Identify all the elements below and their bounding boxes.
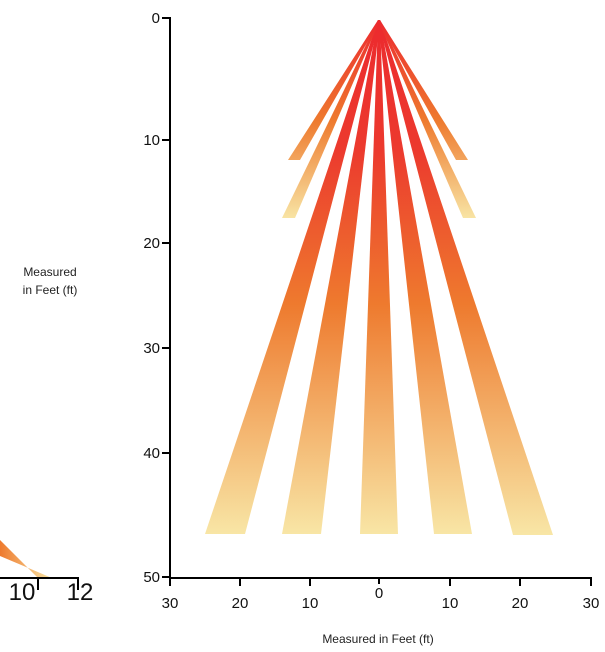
detection-ray [360, 20, 398, 534]
side-label: Measured in Feet (ft) [23, 265, 78, 297]
side-label-line1: Measured [23, 265, 76, 279]
detection-ray [282, 20, 380, 534]
x-tick-label: 10 [302, 595, 319, 612]
detection-ray [205, 20, 380, 534]
x-tick-label: 20 [512, 595, 529, 612]
detection-ray-short [288, 20, 380, 160]
partial-detection-ray [0, 540, 52, 578]
y-tick-label: 50 [143, 569, 160, 586]
y-tick-label: 40 [143, 445, 160, 462]
detection-rays [205, 20, 553, 535]
x-tick-label: 30 [162, 595, 179, 612]
x-tick-label: 20 [232, 595, 249, 612]
detection-ray [378, 20, 472, 534]
x-tick-label: 10 [442, 595, 459, 612]
partial-diagram: 10 12 [0, 540, 93, 606]
partial-tick-label: 12 [67, 579, 94, 606]
y-tick-label: 30 [143, 340, 160, 357]
partial-tick-label: 10 [9, 579, 36, 606]
x-tick-label: 0 [375, 585, 383, 602]
detection-ray-short [282, 20, 380, 218]
x-tick-label: 30 [583, 595, 600, 612]
y-axis: 0 10 20 30 40 50 [143, 10, 171, 586]
detection-ray [378, 20, 553, 535]
side-label-line2: in Feet (ft) [23, 283, 78, 297]
y-tick-label: 0 [152, 10, 160, 27]
detection-ray-short [378, 20, 476, 218]
detection-ray-short [378, 20, 468, 160]
y-tick-label: 20 [143, 235, 160, 252]
x-axis: 30 20 10 0 10 20 30 Measured in Feet (ft… [162, 577, 600, 646]
x-axis-label: Measured in Feet (ft) [322, 632, 433, 646]
y-tick-label: 10 [143, 132, 160, 149]
